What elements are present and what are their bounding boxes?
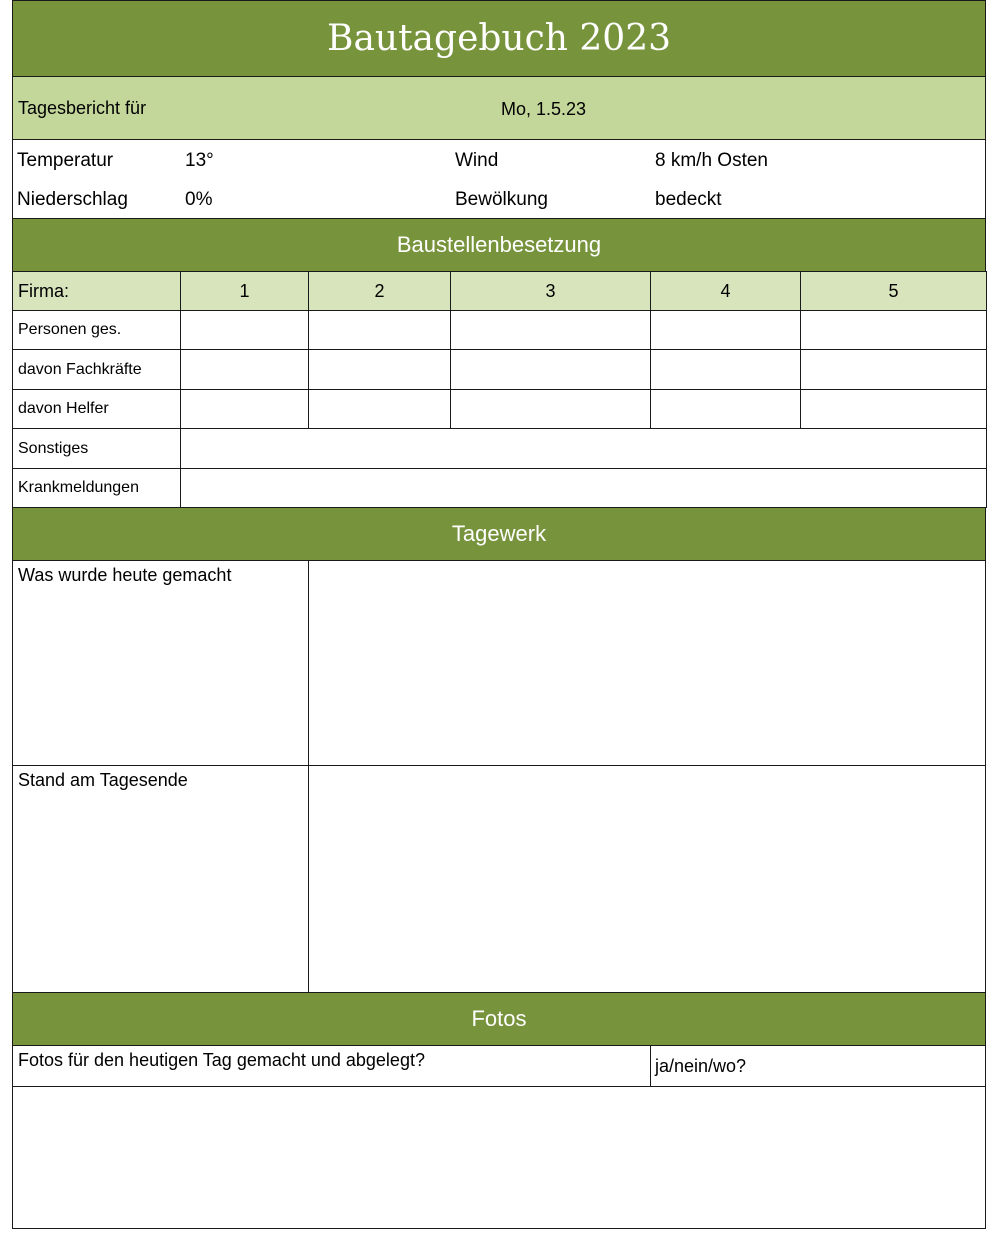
staffing-cell[interactable] <box>800 349 987 390</box>
staffing-cell[interactable] <box>450 389 651 429</box>
staffing-cell[interactable] <box>450 349 651 390</box>
staffing-cell[interactable] <box>800 389 987 429</box>
firm-header-1[interactable]: 1 <box>180 271 309 311</box>
other-label: Sonstiges <box>12 428 181 469</box>
sick-label: Krankmeldungen <box>12 468 181 508</box>
staffing-cell[interactable] <box>308 349 451 390</box>
sick-field[interactable] <box>180 468 987 508</box>
work-done-field[interactable] <box>308 560 986 766</box>
photos-question: Fotos für den heutigen Tag gemacht und a… <box>12 1045 651 1087</box>
status-label: Stand am Tagesende <box>12 765 309 993</box>
staffing-cell[interactable] <box>800 310 987 350</box>
photos-notes-field[interactable] <box>12 1086 986 1229</box>
temperature-label: Temperatur <box>17 150 114 171</box>
firm-header-4[interactable]: 4 <box>650 271 801 311</box>
report-label: Tagesbericht für <box>18 97 147 118</box>
staffing-cell[interactable] <box>180 349 309 390</box>
wind-label: Wind <box>455 150 499 171</box>
work-heading: Tagewerk <box>12 507 986 561</box>
status-field[interactable] <box>308 765 986 993</box>
photos-heading: Fotos <box>12 992 986 1046</box>
wind-value[interactable]: 8 km/h Osten <box>655 150 768 171</box>
staffing-heading: Baustellenbesetzung <box>12 218 986 272</box>
firm-header-2[interactable]: 2 <box>308 271 451 311</box>
firm-label: Firma: <box>12 271 181 311</box>
report-row: Tagesbericht für Mo, 1.5.23 <box>12 76 986 140</box>
staffing-cell[interactable] <box>308 310 451 350</box>
other-field[interactable] <box>180 428 987 469</box>
firm-header-3[interactable]: 3 <box>450 271 651 311</box>
clouds-label: Bewölkung <box>455 189 548 210</box>
staffing-row-label: davon Fachkräfte <box>12 349 181 390</box>
precipitation-value[interactable]: 0% <box>185 189 213 210</box>
staffing-cell[interactable] <box>450 310 651 350</box>
staffing-cell[interactable] <box>650 389 801 429</box>
staffing-cell[interactable] <box>650 349 801 390</box>
page-title: Bautagebuch 2023 <box>12 0 986 77</box>
firm-header-5[interactable]: 5 <box>800 271 987 311</box>
staffing-row-label: davon Helfer <box>12 389 181 429</box>
staffing-cell[interactable] <box>180 310 309 350</box>
temperature-value[interactable]: 13° <box>185 150 214 171</box>
staffing-cell[interactable] <box>180 389 309 429</box>
staffing-cell[interactable] <box>650 310 801 350</box>
report-date[interactable]: Mo, 1.5.23 <box>501 99 587 119</box>
precipitation-label: Niederschlag <box>17 189 128 210</box>
staffing-cell[interactable] <box>308 389 451 429</box>
work-done-label: Was wurde heute gemacht <box>12 560 309 766</box>
clouds-value[interactable]: bedeckt <box>655 189 722 210</box>
staffing-row-label: Personen ges. <box>12 310 181 350</box>
photos-answer-field[interactable]: ja/nein/wo? <box>650 1045 986 1087</box>
